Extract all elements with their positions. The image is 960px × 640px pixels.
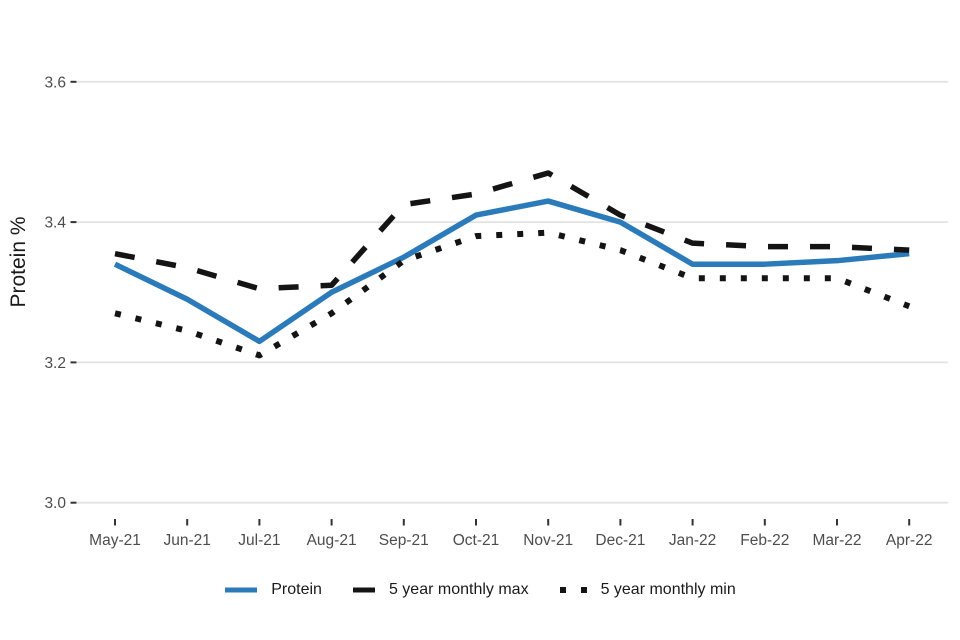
x-tick-label: Nov-21 bbox=[523, 532, 573, 549]
x-tick-label: Sep-21 bbox=[379, 532, 429, 549]
x-tick-label: Feb-22 bbox=[740, 532, 789, 549]
series-line-dotted bbox=[114, 229, 911, 359]
x-tick-label: Jan-22 bbox=[669, 532, 716, 549]
x-tick-label: May-21 bbox=[89, 532, 141, 549]
legend-key-solid-line-icon bbox=[225, 587, 258, 593]
y-axis-title: Protein % bbox=[7, 216, 30, 307]
series-line-dashed bbox=[114, 170, 910, 292]
y-tick-label: 3.2 bbox=[44, 355, 66, 372]
legend-key-dotted-line-icon bbox=[559, 587, 587, 593]
x-tick-label: Oct-21 bbox=[453, 532, 500, 549]
x-tick-label: Aug-21 bbox=[307, 532, 357, 549]
x-tick-label: Jul-21 bbox=[238, 532, 280, 549]
x-tick-label: Mar-22 bbox=[812, 532, 861, 549]
y-tick-label: 3.0 bbox=[44, 495, 66, 512]
x-tick-label: Jun-21 bbox=[163, 532, 210, 549]
chart-legend: Protein 5 year monthly max 5 year monthl… bbox=[0, 582, 960, 598]
y-tick-label: 3.4 bbox=[44, 215, 66, 232]
legend-key-dashed-line-icon bbox=[352, 587, 375, 593]
x-tick-label: Dec-21 bbox=[595, 532, 645, 549]
legend-item-max: 5 year monthly max bbox=[352, 582, 529, 598]
series-line-solid bbox=[113, 198, 910, 345]
x-tick-label: Apr-22 bbox=[886, 532, 933, 549]
y-tick-label: 3.6 bbox=[44, 74, 66, 91]
plot-area: 3.0 3.2 3.4 3.6 May-21 Jun-21 Jul-21 Aug-21 Sep-… bbox=[7, 74, 948, 549]
legend-label-max: 5 year monthly max bbox=[388, 581, 529, 598]
legend-item-protein: Protein bbox=[224, 582, 322, 598]
legend-item-min: 5 year monthly min bbox=[559, 582, 736, 598]
legend-label-protein: Protein bbox=[271, 581, 322, 598]
legend-label-min: 5 year monthly min bbox=[600, 581, 736, 598]
